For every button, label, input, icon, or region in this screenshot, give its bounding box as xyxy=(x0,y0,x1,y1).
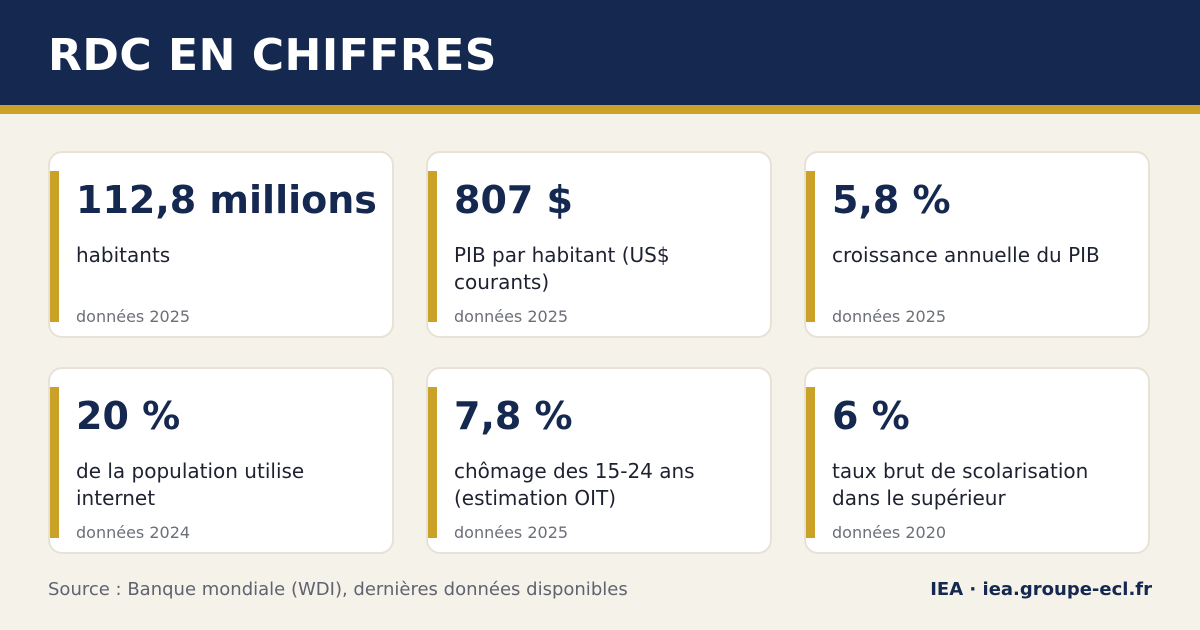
stat-label: PIB par habitant (US$ courants) xyxy=(454,243,670,294)
stat-value: 6 % xyxy=(832,394,910,438)
source-note: Source : Banque mondiale (WDI), dernière… xyxy=(48,579,628,600)
stat-card-internet-usage: 20 % de la population utilise internet d… xyxy=(48,367,394,554)
stat-value: 112,8 millions xyxy=(76,178,377,222)
card-accent-bar xyxy=(50,387,59,538)
card-accent-bar xyxy=(806,387,815,538)
card-accent-bar xyxy=(428,387,437,538)
card-accent-bar xyxy=(428,171,437,322)
stat-card-gdp-growth: 5,8 % croissance annuelle du PIB données… xyxy=(804,151,1150,338)
stat-year: données 2025 xyxy=(832,307,947,326)
stat-year: données 2020 xyxy=(832,523,947,542)
stat-label: chômage des 15-24 ans (estimation OIT) xyxy=(454,459,695,510)
stat-card-tertiary-enrollment: 6 % taux brut de scolarisation dans le s… xyxy=(804,367,1150,554)
stat-card-population: 112,8 millions habitants données 2025 xyxy=(48,151,394,338)
stat-card-gdp-per-capita: 807 $ PIB par habitant (US$ courants) do… xyxy=(426,151,772,338)
stat-value: 20 % xyxy=(76,394,181,438)
stat-label: taux brut de scolarisation dans le supér… xyxy=(832,459,1089,510)
header-banner: RDC EN CHIFFRES xyxy=(0,0,1200,105)
stat-year: données 2025 xyxy=(454,523,569,542)
accent-divider xyxy=(0,105,1200,114)
stat-value: 5,8 % xyxy=(832,178,951,222)
stat-value: 807 $ xyxy=(454,178,573,222)
stat-card-youth-unemployment: 7,8 % chômage des 15-24 ans (estimation … xyxy=(426,367,772,554)
stat-label: de la population utilise internet xyxy=(76,459,305,510)
stat-year: données 2025 xyxy=(76,307,191,326)
brand-link[interactable]: IEA · iea.groupe-ecl.fr xyxy=(930,579,1152,600)
stat-year: données 2025 xyxy=(454,307,569,326)
card-accent-bar xyxy=(50,171,59,322)
stat-label: habitants xyxy=(76,243,171,267)
page-title: RDC EN CHIFFRES xyxy=(48,30,497,81)
card-accent-bar xyxy=(806,171,815,322)
stat-year: données 2024 xyxy=(76,523,191,542)
stat-label: croissance annuelle du PIB xyxy=(832,243,1100,267)
stat-value: 7,8 % xyxy=(454,394,573,438)
